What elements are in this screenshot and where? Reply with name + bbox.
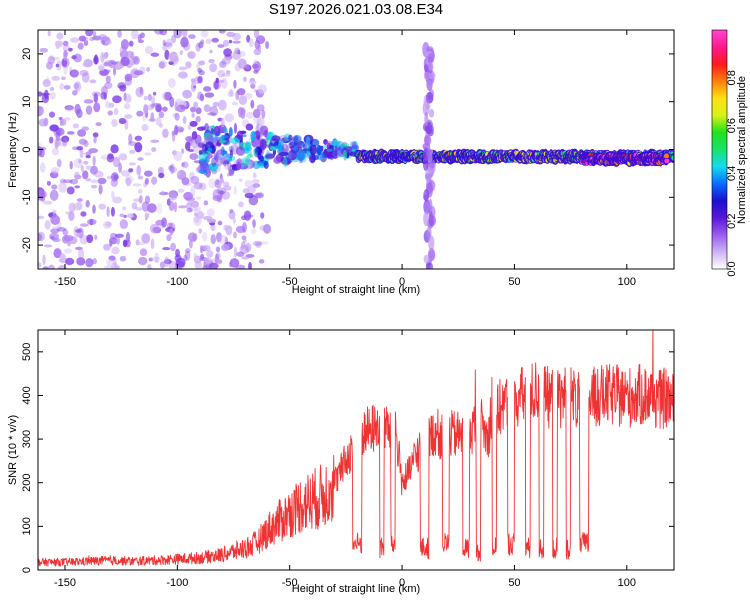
snr-x-tick-label: 100 [618,577,636,589]
heatmap-feature-peak-amplitude-cluster [578,150,671,168]
snr-y-tick-label: 500 [21,343,33,361]
heatmap-feature-signal-onset [197,125,360,176]
heatmap-y-tick-label: -20 [21,237,33,253]
snr-y-tick-label: 400 [21,386,33,404]
heatmap-x-ticks: -150 -100 -50 0 50 100 [54,30,636,288]
snr-x-tick-label: 50 [508,577,520,589]
snr-frame [37,329,675,571]
snr-y-tick-label: 200 [21,474,33,492]
colorbar: 0.0 0.2 0.4 0.6 0.8 Normalized spectral ampl… [711,29,748,277]
snr-y-tick-label: 0 [21,567,33,573]
heatmap-x-tick-label: 50 [508,276,520,288]
heatmap-x-axis-label: Height of straight line (km) [292,284,420,296]
heatmap-features [38,30,674,269]
heatmap-x-tick-label: 100 [618,276,636,288]
colorbar-tick-label: 0.4 [726,166,738,181]
heatmap-y-tick-label: 10 [21,96,33,108]
colorbar-label: Normalized spectral amplitude [736,76,748,224]
snr-x-tick-label: -150 [54,577,76,589]
snr-x-tick-label: 0 [399,577,405,589]
snr-y-tick-label: 100 [21,517,33,535]
colorbar-frame [711,29,728,270]
colorbar-gradient [712,30,727,269]
snr-x-ticks: -150 -100 -50 0 50 100 [54,330,636,589]
heatmap-x-tick-label: -50 [282,276,298,288]
heatmap-y-tick-label: 20 [21,48,33,60]
heatmap-y-axis-label: Frequency (Hz) [7,112,19,188]
snr-x-axis-label: Height of straight line (km) [292,583,420,595]
snr-x-tick-label: -100 [166,577,188,589]
snr-plot-area [38,330,674,570]
heatmap-x-tick-label: 0 [399,276,405,288]
snr-panel: -150 -100 -50 0 50 100 0 100 200 300 400 500 Heigh… [7,329,675,595]
snr-y-axis-label: SNR (10 * v/v) [7,415,19,485]
heatmap-x-tick-label: -100 [166,276,188,288]
colorbar-tick-label: 0.0 [726,261,738,276]
snr-y-ticks: 0 100 200 300 400 500 [21,343,674,573]
chart-title: S197.2026.021.03.08.E34 [269,1,443,18]
heatmap-feature-vertical-gap [422,41,437,269]
colorbar-tick-label: 0.2 [726,214,738,229]
heatmap-y-tick-label: 0 [21,146,33,152]
heatmap-feature-noisy-scatter [38,30,271,269]
snr-series-line [38,330,674,567]
snr-y-tick-label: 300 [21,430,33,448]
colorbar-ticks: 0.0 0.2 0.4 0.6 0.8 [726,70,738,276]
colorbar-tick-label: 0.8 [726,70,738,85]
colorbar-tick-label: 0.6 [726,118,738,133]
heatmap-x-tick-label: -150 [54,276,76,288]
heatmap-y-ticks: -20 -10 0 10 20 [21,48,674,253]
heatmap-y-tick-label: -10 [21,189,33,205]
snr-x-tick-label: -50 [282,577,298,589]
